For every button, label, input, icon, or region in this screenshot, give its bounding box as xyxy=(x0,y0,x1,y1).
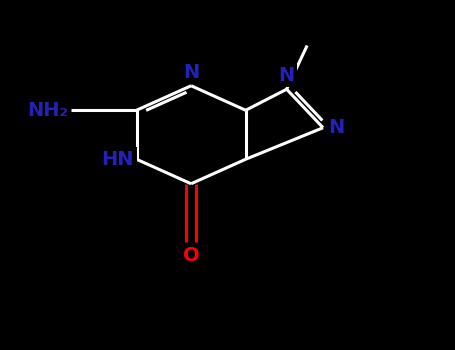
Text: N: N xyxy=(278,66,295,85)
Text: HN: HN xyxy=(102,150,134,169)
Text: NH₂: NH₂ xyxy=(27,101,68,120)
Text: O: O xyxy=(183,246,199,265)
Text: N: N xyxy=(183,63,199,82)
Text: N: N xyxy=(329,118,345,137)
